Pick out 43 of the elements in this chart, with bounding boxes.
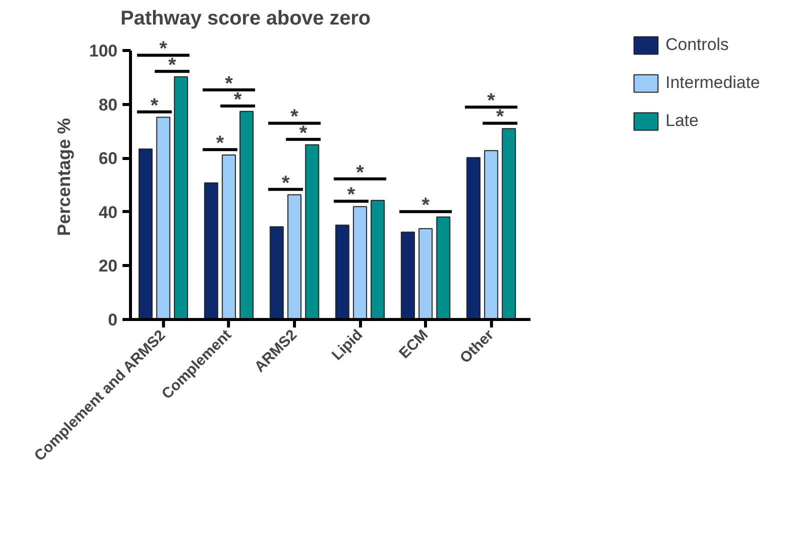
bar <box>222 154 236 320</box>
bar <box>484 150 498 320</box>
y-tick-label: 80 <box>98 95 118 114</box>
annotation: * <box>224 72 233 95</box>
bar <box>418 228 433 320</box>
bar <box>138 148 153 320</box>
annotation: * <box>159 38 168 60</box>
annotation: * <box>356 162 364 184</box>
annotation: * <box>496 106 504 128</box>
chart-title: Pathway score above zero <box>120 8 371 30</box>
bar <box>305 144 320 320</box>
annotation: * <box>234 89 242 112</box>
bar <box>174 76 188 320</box>
annotation: * <box>347 184 356 206</box>
y-tick-label: 40 <box>98 202 118 222</box>
annotation: * <box>487 90 496 112</box>
bar <box>370 200 385 320</box>
bar <box>287 194 302 320</box>
annotation: * <box>422 194 430 217</box>
legend-label: Controls <box>666 35 729 55</box>
bar <box>502 128 516 320</box>
bar <box>240 110 254 320</box>
annotation: * <box>150 94 159 117</box>
bar <box>335 224 350 320</box>
bar <box>352 206 368 320</box>
bar <box>156 116 170 320</box>
annotation: * <box>216 132 224 155</box>
annotation: * <box>282 172 290 194</box>
bar <box>400 232 415 320</box>
bar <box>270 226 284 320</box>
legend-label: Late <box>666 111 699 131</box>
annotation: * <box>290 106 299 128</box>
legend-label: Intermediate <box>666 73 760 93</box>
annotation: * <box>168 54 176 76</box>
bar <box>204 182 218 320</box>
y-tick-label: 0 <box>108 310 118 330</box>
y-tick-label: 20 <box>98 256 118 276</box>
y-tick-label: 60 <box>98 149 118 168</box>
bar <box>436 216 450 320</box>
y-axis-title: Percentage % <box>54 118 74 236</box>
annotation: * <box>299 122 308 144</box>
y-tick-label: 100 <box>89 42 118 61</box>
bar <box>466 157 481 320</box>
